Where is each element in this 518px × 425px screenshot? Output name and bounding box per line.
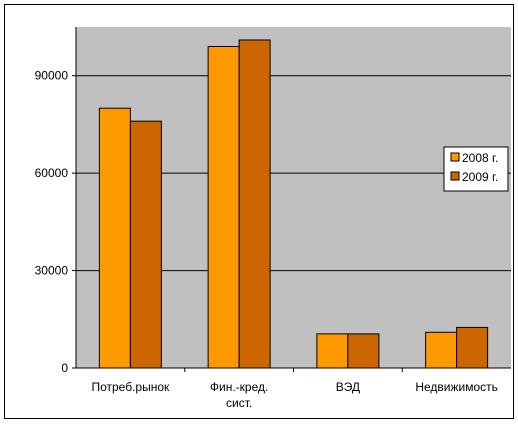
bar [456,326,489,369]
legend: 2008 г. 2009 г. [443,146,509,192]
x-tick-label: Потреб.рынок [91,380,170,394]
x-tick-label: сист. [226,396,252,410]
legend-label: 2008 г. [462,151,498,165]
bar [347,333,380,369]
legend-swatch [450,152,460,162]
legend-label: 2009 г. [462,170,498,184]
y-tick-label: 30000 [35,264,69,278]
x-tick-label: ВЭД [336,380,360,394]
y-tick-label: 0 [61,361,68,375]
legend-swatch [450,171,460,181]
bar [425,331,458,369]
y-axis-ticks: 0 30000 60000 90000 [35,69,76,375]
bar [316,333,349,369]
x-axis-ticks [184,368,403,372]
y-tick-label: 60000 [35,166,69,180]
x-axis-labels: Потреб.рынок Фин.-кред. сист. ВЭД Недвижимос… [91,380,497,410]
y-tick-label: 90000 [35,69,69,83]
bar [207,45,240,369]
x-tick-label: Недвижимость [415,380,498,394]
bar [129,120,162,369]
bar [98,107,131,369]
bars [98,39,489,369]
bar [238,39,271,369]
x-tick-label: Фин.-кред. [210,380,268,394]
